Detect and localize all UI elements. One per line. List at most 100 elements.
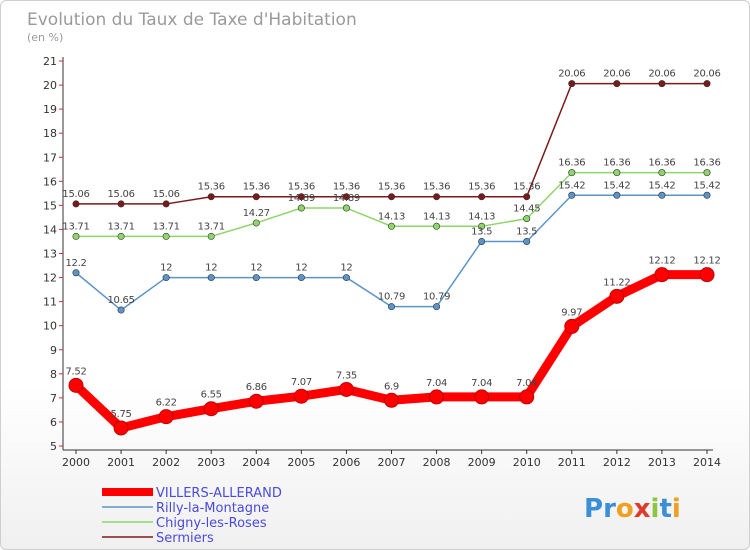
data-label: 12.12 [648, 256, 675, 267]
data-label: 15.06 [62, 189, 89, 200]
data-point [342, 193, 350, 201]
x-tick-label: 2010 [513, 456, 541, 469]
data-point [387, 222, 395, 230]
data-label: 12 [160, 263, 172, 274]
data-point [158, 409, 174, 425]
data-point [72, 269, 80, 277]
data-label: 15.42 [603, 180, 630, 191]
data-label: 11.22 [603, 277, 630, 288]
x-tick-label: 2006 [332, 456, 360, 469]
logo-letter: t [659, 494, 671, 524]
data-point [248, 393, 264, 409]
data-label: 16.36 [648, 158, 675, 169]
chart-subtitle: (en %) [27, 31, 63, 44]
data-label: 13.71 [108, 221, 135, 232]
y-tick-label: 10 [43, 320, 57, 333]
x-tick-label: 2004 [242, 456, 270, 469]
data-label: 15.36 [243, 182, 270, 193]
x-tick-label: 2005 [287, 456, 315, 469]
data-label: 16.36 [558, 158, 585, 169]
data-point [72, 232, 80, 240]
data-label: 13.71 [153, 221, 180, 232]
data-point [387, 303, 395, 311]
data-point [658, 191, 666, 199]
axes: 5 6 7 8 9 10 11 12 13 14 15 16 17 18 19 20 21 2000 2001 200… [43, 55, 721, 469]
y-tick-label: 19 [43, 103, 57, 116]
y-tick-label: 13 [43, 248, 57, 261]
logo-letter: r [603, 494, 616, 524]
data-point [658, 169, 666, 177]
data-point [162, 274, 170, 282]
data-label: 14.13 [468, 211, 495, 222]
data-point [474, 389, 490, 405]
data-point [117, 306, 125, 314]
data-label: 15.42 [648, 180, 675, 191]
data-point [523, 193, 531, 201]
y-tick-label: 14 [43, 223, 57, 236]
data-label: 5.75 [111, 409, 132, 420]
y-tick-label: 8 [50, 368, 57, 381]
data-label: 15.36 [468, 182, 495, 193]
data-label: 15.36 [333, 182, 360, 193]
data-point [703, 80, 711, 88]
data-label: 14.89 [288, 193, 315, 204]
data-point [207, 232, 215, 240]
data-point [433, 193, 441, 201]
x-tick-label: 2014 [693, 456, 721, 469]
y-tick-label: 21 [43, 55, 57, 68]
data-label: 6.86 [246, 382, 267, 393]
data-point [658, 80, 666, 88]
data-point [703, 169, 711, 177]
data-label: 10.79 [378, 292, 405, 303]
data-label: 15.36 [423, 182, 450, 193]
data-point [113, 420, 129, 436]
data-label: 6.9 [384, 381, 399, 392]
data-label: 20.06 [558, 69, 585, 80]
y-tick-label: 6 [50, 416, 57, 429]
data-point [203, 401, 219, 417]
data-label: 15.42 [558, 180, 585, 191]
data-label: 9.97 [561, 307, 582, 318]
data-point [703, 191, 711, 199]
data-label: 20.06 [648, 69, 675, 80]
data-label: 10.65 [108, 295, 135, 306]
y-tick-label: 17 [43, 151, 57, 164]
data-point [478, 193, 486, 201]
data-label: 7.07 [291, 377, 312, 388]
y-tick-label: 18 [43, 127, 57, 140]
logo-letter: i [651, 494, 660, 524]
legend: VILLERS-ALLERANDRilly-la-MontagneChigny-… [102, 486, 282, 546]
data-label: 20.06 [693, 69, 720, 80]
data-point [478, 237, 486, 245]
data-label: 13.5 [516, 226, 537, 237]
data-label: 12 [250, 263, 262, 274]
data-label: 6.22 [156, 398, 177, 409]
data-label: 15.36 [513, 182, 540, 193]
data-point [387, 193, 395, 201]
data-point [117, 200, 125, 208]
logo-letter: P [584, 494, 603, 524]
data-label: 7.04 [516, 378, 537, 389]
data-label: 14.89 [333, 193, 360, 204]
data-label: 10.79 [423, 292, 450, 303]
data-label: 14.13 [378, 211, 405, 222]
legend-label: Rilly-la-Montagne [156, 501, 269, 516]
data-point [342, 274, 350, 282]
data-point [207, 193, 215, 201]
chart-title: Evolution du Taux de Taxe d'Habitation [27, 10, 357, 30]
data-label: 6.55 [201, 390, 222, 401]
data-point [699, 267, 715, 283]
data-point [433, 303, 441, 311]
x-tick-label: 2003 [197, 456, 225, 469]
x-tick-label: 2013 [648, 456, 676, 469]
data-point [293, 388, 309, 404]
x-tick-label: 2007 [378, 456, 406, 469]
data-point [564, 318, 580, 334]
data-label: 13.71 [62, 221, 89, 232]
data-label: 12 [295, 263, 307, 274]
data-point [384, 392, 399, 408]
data-point [162, 200, 170, 208]
data-point [478, 222, 486, 230]
y-tick-label: 20 [43, 79, 57, 92]
